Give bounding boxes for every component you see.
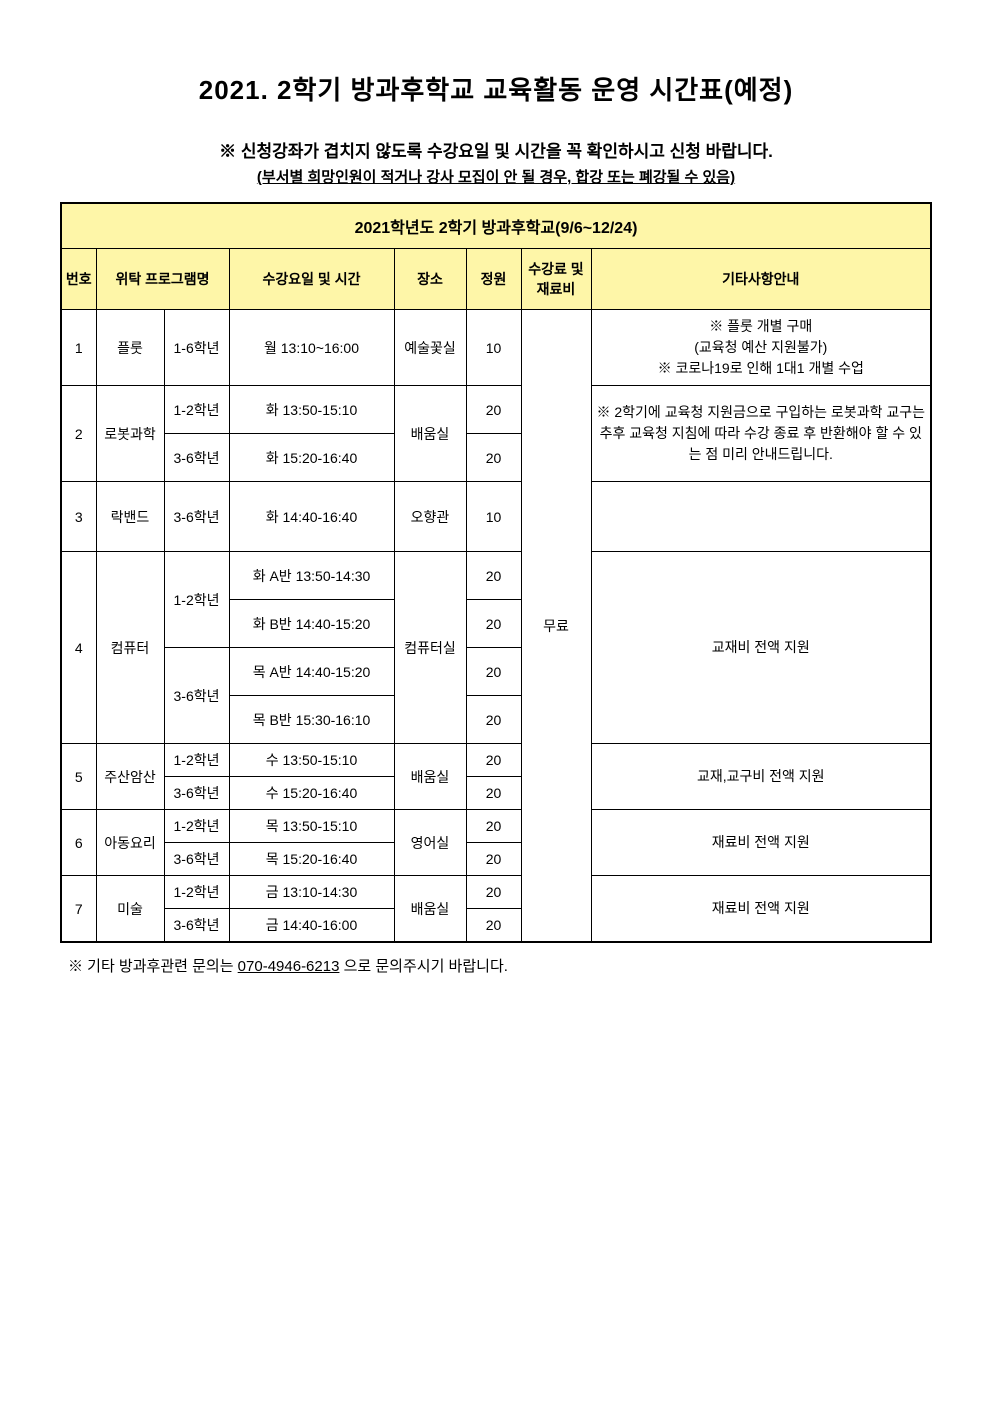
- cell-capacity: 20: [466, 600, 521, 648]
- col-time: 수강요일 및 시간: [229, 249, 394, 310]
- cell-capacity: 20: [466, 876, 521, 909]
- cell-no: 5: [61, 744, 96, 810]
- cell-program: 로봇과학: [96, 386, 164, 482]
- cell-program: 플룻: [96, 310, 164, 386]
- schedule-table: 2021학년도 2학기 방과후학교(9/6~12/24) 번호 위탁 프로그램명…: [60, 202, 932, 943]
- cell-time: 금 14:40-16:00: [229, 909, 394, 943]
- cell-notes: ※ 2학기에 교육청 지원금으로 구입하는 로봇과학 교구는 추후 교육청 지침…: [591, 386, 931, 482]
- cell-grade: 1-2학년: [164, 386, 229, 434]
- col-fee: 수강료 및 재료비: [521, 249, 591, 310]
- cell-no: 2: [61, 386, 96, 482]
- cell-grade: 3-6학년: [164, 434, 229, 482]
- cell-notes: 교재비 전액 지원: [591, 552, 931, 744]
- cell-place: 오향관: [394, 482, 466, 552]
- cell-program: 컴퓨터: [96, 552, 164, 744]
- cell-time: 수 15:20-16:40: [229, 777, 394, 810]
- col-capacity: 정원: [466, 249, 521, 310]
- footer-suffix: 으로 문의주시기 바랍니다.: [339, 958, 507, 975]
- col-program: 위탁 프로그램명: [96, 249, 229, 310]
- cell-time: 화 B반 14:40-15:20: [229, 600, 394, 648]
- cell-capacity: 10: [466, 482, 521, 552]
- cell-program: 주산암산: [96, 744, 164, 810]
- cell-no: 1: [61, 310, 96, 386]
- cell-notes: ※ 플룻 개별 구매 (교육청 예산 지원불가)※ 코로나19로 인해 1대1 …: [591, 310, 931, 386]
- footer-prefix: ※ 기타 방과후관련 문의는: [68, 958, 238, 975]
- cell-grade: 1-2학년: [164, 810, 229, 843]
- cell-capacity: 20: [466, 744, 521, 777]
- cell-grade: 3-6학년: [164, 843, 229, 876]
- footer-phone: 070-4946-6213: [238, 958, 340, 975]
- cell-grade: 3-6학년: [164, 777, 229, 810]
- col-no: 번호: [61, 249, 96, 310]
- cell-no: 3: [61, 482, 96, 552]
- cell-capacity: 20: [466, 909, 521, 943]
- note-secondary-text: (부서별 희망인원이 적거나 강사 모집이 안 될 경우, 합강 또는 폐강될 …: [257, 169, 735, 186]
- cell-grade: 3-6학년: [164, 482, 229, 552]
- period-header: 2021학년도 2학기 방과후학교(9/6~12/24): [61, 203, 931, 249]
- cell-capacity: 20: [466, 386, 521, 434]
- col-notes: 기타사항안내: [591, 249, 931, 310]
- cell-time: 화 A반 13:50-14:30: [229, 552, 394, 600]
- cell-program: 락밴드: [96, 482, 164, 552]
- note-secondary: (부서별 희망인원이 적거나 강사 모집이 안 될 경우, 합강 또는 폐강될 …: [60, 166, 932, 187]
- cell-time: 목 B반 15:30-16:10: [229, 696, 394, 744]
- cell-grade: 3-6학년: [164, 648, 229, 744]
- cell-grade: 1-2학년: [164, 552, 229, 648]
- table-body: 1 플룻 1-6학년 월 13:10~16:00 예술꽃실 10 무료 ※ 플룻…: [61, 310, 931, 943]
- cell-capacity: 20: [466, 696, 521, 744]
- cell-place: 영어실: [394, 810, 466, 876]
- cell-place: 배움실: [394, 386, 466, 482]
- cell-capacity: 10: [466, 310, 521, 386]
- cell-no: 4: [61, 552, 96, 744]
- cell-program: 미술: [96, 876, 164, 943]
- cell-notes: 재료비 전액 지원: [591, 810, 931, 876]
- cell-place: 배움실: [394, 876, 466, 943]
- cell-program: 아동요리: [96, 810, 164, 876]
- cell-time: 수 13:50-15:10: [229, 744, 394, 777]
- footer-note: ※ 기타 방과후관련 문의는 070-4946-6213 으로 문의주시기 바랍…: [60, 955, 932, 976]
- cell-time: 금 13:10-14:30: [229, 876, 394, 909]
- cell-capacity: 20: [466, 552, 521, 600]
- cell-time: 화 13:50-15:10: [229, 386, 394, 434]
- cell-grade: 1-2학년: [164, 876, 229, 909]
- cell-grade: 1-6학년: [164, 310, 229, 386]
- cell-place: 배움실: [394, 744, 466, 810]
- cell-grade: 1-2학년: [164, 744, 229, 777]
- cell-time: 화 14:40-16:40: [229, 482, 394, 552]
- cell-time: 월 13:10~16:00: [229, 310, 394, 386]
- cell-capacity: 20: [466, 434, 521, 482]
- cell-time: 목 15:20-16:40: [229, 843, 394, 876]
- page-title: 2021. 2학기 방과후학교 교육활동 운영 시간표(예정): [60, 70, 932, 107]
- note-primary: ※ 신청강좌가 겹치지 않도록 수강요일 및 시간을 꼭 확인하시고 신청 바랍…: [60, 137, 932, 162]
- cell-no: 6: [61, 810, 96, 876]
- cell-no: 7: [61, 876, 96, 943]
- cell-notes: [591, 482, 931, 552]
- cell-grade: 3-6학년: [164, 909, 229, 943]
- cell-notes: 재료비 전액 지원: [591, 876, 931, 943]
- cell-capacity: 20: [466, 843, 521, 876]
- cell-fee: 무료: [521, 310, 591, 943]
- cell-notes: 교재,교구비 전액 지원: [591, 744, 931, 810]
- cell-time: 목 13:50-15:10: [229, 810, 394, 843]
- cell-capacity: 20: [466, 777, 521, 810]
- cell-time: 화 15:20-16:40: [229, 434, 394, 482]
- cell-place: 예술꽃실: [394, 310, 466, 386]
- col-place: 장소: [394, 249, 466, 310]
- cell-capacity: 20: [466, 810, 521, 843]
- cell-time: 목 A반 14:40-15:20: [229, 648, 394, 696]
- cell-capacity: 20: [466, 648, 521, 696]
- cell-place: 컴퓨터실: [394, 552, 466, 744]
